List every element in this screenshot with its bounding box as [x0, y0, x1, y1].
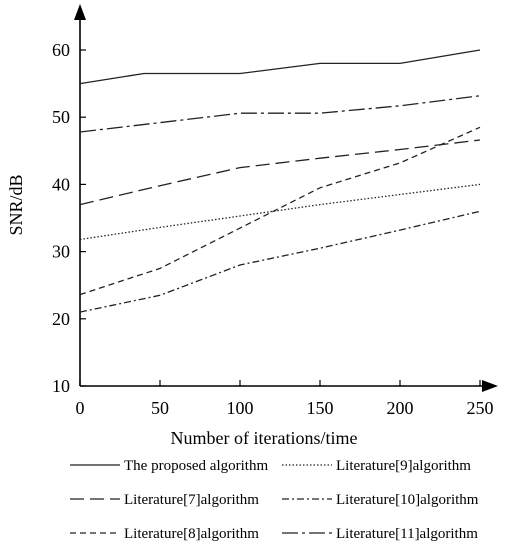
x-tick-label: 50	[151, 398, 169, 418]
legend: The proposed algorithm Literature[7]algor…	[70, 458, 479, 542]
legend-label: The proposed algorithm	[124, 458, 268, 474]
y-tick-label: 60	[52, 40, 70, 60]
series-line-4	[79, 183, 481, 241]
x-axis-title: Number of iterations/time	[171, 428, 358, 448]
legend-item: Literature[8]algorithm	[70, 526, 259, 542]
x-tick-label: 200	[387, 398, 414, 418]
legend-item: Literature[11]algorithm	[282, 526, 478, 542]
legend-item: Literature[7]algorithm	[70, 492, 259, 508]
x-axis-arrow	[482, 380, 498, 392]
series-line-5	[79, 210, 481, 313]
legend-item: Literature[9]algorithm	[282, 458, 471, 474]
y-tick-label: 50	[52, 107, 70, 127]
series-line-2	[79, 139, 481, 206]
legend-label: Literature[7]algorithm	[124, 492, 259, 508]
legend-item: Literature[10]algorithm	[282, 492, 479, 508]
y-tick-label: 10	[52, 376, 70, 396]
series-line-6	[79, 95, 481, 133]
series-line-1	[79, 49, 481, 85]
axes	[74, 4, 498, 392]
series-line-3	[79, 126, 481, 296]
y-axis-arrow	[74, 4, 86, 20]
x-ticks: 0 50 100 150 200 250	[76, 380, 494, 418]
y-tick-label: 20	[52, 309, 70, 329]
y-tick-label: 40	[52, 174, 70, 194]
legend-label: Literature[10]algorithm	[336, 492, 479, 508]
y-ticks: 10 20 30 40 50 60	[52, 40, 86, 396]
x-tick-label: 100	[227, 398, 254, 418]
y-tick-label: 30	[52, 242, 70, 262]
y-axis-title: SNR/dB	[6, 174, 26, 235]
x-tick-label: 150	[307, 398, 334, 418]
series-lines	[79, 49, 481, 313]
legend-label: Literature[8]algorithm	[124, 526, 259, 542]
x-tick-label: 0	[76, 398, 85, 418]
legend-label: Literature[9]algorithm	[336, 458, 471, 474]
x-tick-label: 250	[467, 398, 494, 418]
legend-item: The proposed algorithm	[70, 458, 268, 474]
legend-label: Literature[11]algorithm	[336, 526, 478, 542]
